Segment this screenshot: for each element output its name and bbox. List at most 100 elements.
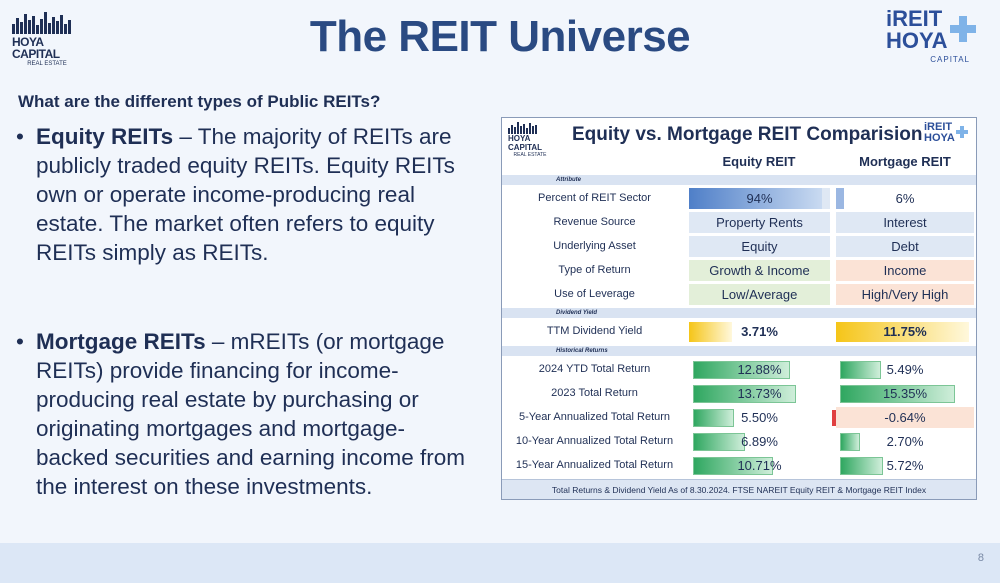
equity-cell: Low/Average — [689, 284, 830, 305]
equity-cell: Equity — [689, 236, 830, 257]
negative-return-bar — [832, 410, 836, 426]
table-footnote: Total Returns & Dividend Yield As of 8.3… — [502, 479, 976, 499]
return-bar — [840, 457, 883, 475]
cell-value: -0.64% — [884, 410, 926, 425]
row-label: 15-Year Annualized Total Return — [515, 459, 674, 471]
table-row: TTM Dividend Yield 3.71% 11.75% — [502, 320, 976, 342]
table-row: Revenue Source Property Rents Interest — [502, 211, 976, 233]
table-logo-sub: REAL ESTATE — [513, 152, 547, 158]
return-bar — [693, 409, 735, 427]
return-bar — [693, 433, 745, 451]
logo-line2: HOYA — [886, 28, 948, 53]
logo-name: HOYA CAPITAL — [12, 35, 60, 61]
cell-value: 11.75% — [883, 324, 927, 339]
section-label-attribute: Attribute — [502, 175, 976, 185]
table-row: 15-Year Annualized Total Return 10.71% 5.7… — [502, 454, 976, 476]
plus-icon — [956, 126, 968, 138]
return-bar — [840, 433, 861, 451]
cell-value: 6% — [895, 191, 915, 206]
return-bar — [693, 361, 790, 379]
ireit-hoya-logo: iREIT HOYA CAPITAL — [886, 8, 976, 66]
equity-cell: 5.50% — [689, 407, 830, 428]
cell-value: 12.88% — [737, 362, 782, 377]
cell-value: 5.72% — [886, 458, 924, 473]
skyline-icon — [508, 122, 552, 134]
mortgage-cell: Income — [836, 260, 974, 281]
bullet-list: • Equity REITs – The majority of REITs a… — [16, 122, 466, 501]
cell-value: 5.49% — [886, 362, 924, 377]
row-label: 10-Year Annualized Total Return — [515, 435, 674, 447]
mortgage-cell: 5.49% — [836, 359, 974, 380]
yield-bar — [689, 322, 732, 342]
table-ireit-logo: iREIT HOYA — [924, 122, 968, 152]
table-logo-line2: HOYA — [924, 132, 955, 144]
equity-cell: 6.89% — [689, 431, 830, 452]
table-row: 2024 YTD Total Return 12.88% 5.49% — [502, 358, 976, 380]
logo-capital: CAPITAL — [930, 55, 970, 64]
bullet-mortgage-reits: • Mortgage REITs – mREITs (or mortgage R… — [16, 327, 466, 501]
mortgage-cell: 15.35% — [836, 383, 974, 404]
cell-value: 15.35% — [882, 386, 928, 401]
bullet-dot: • — [16, 124, 24, 149]
mortgage-cell: 6% — [836, 188, 974, 209]
page-title: The REIT Universe — [309, 12, 691, 61]
return-bar — [840, 361, 882, 379]
bullet-equity-reits: • Equity REITs – The majority of REITs a… — [16, 122, 466, 267]
yield-bar — [836, 322, 970, 342]
bullet-term: Mortgage REITs — [36, 329, 206, 354]
return-bar — [693, 457, 774, 475]
table-logo-line1: iREIT — [924, 121, 953, 133]
table-logo-name: HOYA CAPITAL — [508, 134, 543, 152]
logo-sub: REAL ESTATE — [27, 61, 67, 67]
section-subtitle: What are the different types of Public R… — [18, 92, 381, 111]
table-row: 5-Year Annualized Total Return 5.50% -0.64… — [502, 406, 976, 428]
cell-value: 6.89% — [741, 434, 778, 449]
column-header-equity: Equity REIT — [722, 154, 796, 169]
equity-cell: Property Rents — [689, 212, 830, 233]
bullet-text: – mREITs (or mortgage REITs) provide fin… — [36, 329, 465, 499]
plus-icon — [950, 16, 976, 42]
row-label: Percent of REIT Sector — [538, 192, 651, 204]
mortgage-cell: 5.72% — [836, 455, 974, 476]
bullet-text: – The majority of REITs are publicly tra… — [36, 124, 455, 265]
cell-value: 3.71% — [741, 324, 778, 339]
cell-value: 13.73% — [737, 386, 782, 401]
table-hoya-logo: HOYA CAPITAL REAL ESTATE — [508, 122, 552, 158]
share-bar — [836, 188, 845, 209]
mortgage-cell: 2.70% — [836, 431, 974, 452]
equity-cell: 3.71% — [689, 321, 830, 342]
table-row: 2023 Total Return 13.73% 15.35% — [502, 382, 976, 404]
equity-cell: 94% — [689, 188, 830, 209]
hoya-capital-logo: HOYA CAPITAL REAL ESTATE — [12, 12, 82, 67]
mortgage-cell: High/Very High — [836, 284, 974, 305]
table-title: Equity vs. Mortgage REIT Comparision — [572, 124, 923, 145]
row-label: Type of Return — [558, 264, 631, 276]
return-bar — [693, 385, 796, 403]
table-row: Type of Return Growth & Income Income — [502, 259, 976, 281]
return-bar — [840, 385, 956, 403]
bullet-dot: • — [16, 329, 24, 354]
cell-value: 5.50% — [741, 410, 778, 425]
equity-cell: 12.88% — [689, 359, 830, 380]
bullet-body: Mortgage REITs – mREITs (or mortgage REI… — [36, 327, 466, 501]
bullet-body: Equity REITs – The majority of REITs are… — [36, 122, 466, 267]
bullet-term: Equity REITs — [36, 124, 174, 149]
comparison-table: HOYA CAPITAL REAL ESTATE Equity vs. Mort… — [501, 117, 977, 500]
row-label: 5-Year Annualized Total Return — [518, 411, 671, 423]
table-row: Percent of REIT Sector 94% 6% — [502, 187, 976, 209]
row-label: 2024 YTD Total Return — [538, 363, 651, 375]
section-label-yield: Dividend Yield — [502, 308, 976, 318]
page-number: 8 — [977, 552, 984, 564]
equity-cell: Growth & Income — [689, 260, 830, 281]
cell-value: 2.70% — [886, 434, 924, 449]
section-label-returns: Historical Returns — [502, 346, 976, 356]
share-bar — [689, 188, 822, 209]
mortgage-cell: -0.64% — [832, 407, 974, 428]
equity-cell: 13.73% — [689, 383, 830, 404]
row-label: 2023 Total Return — [551, 387, 638, 399]
row-label: TTM Dividend Yield — [546, 325, 643, 337]
cell-value: 10.71% — [737, 458, 782, 473]
table-row: 10-Year Annualized Total Return 6.89% 2.70… — [502, 430, 976, 452]
equity-cell: 10.71% — [689, 455, 830, 476]
logo-line1: iREIT — [886, 6, 943, 31]
